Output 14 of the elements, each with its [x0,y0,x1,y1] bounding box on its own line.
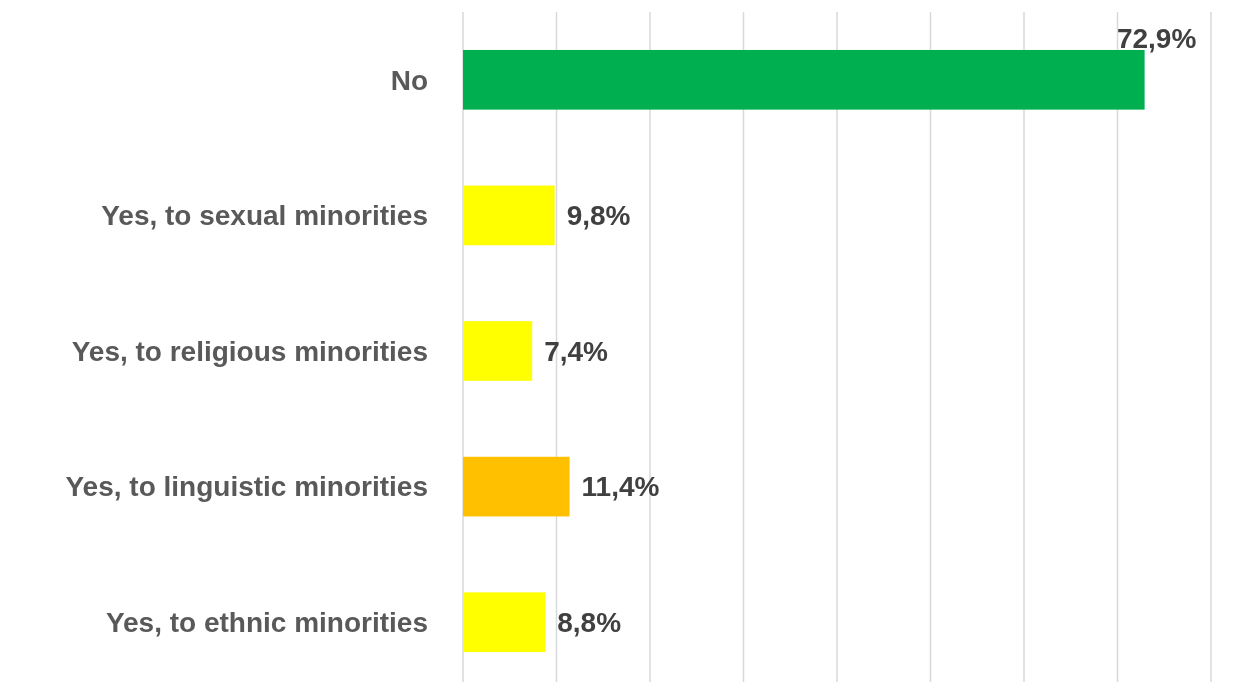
y-tick-label: Yes, to religious minorities [71,335,428,367]
data-label: 7,4% [544,335,609,367]
data-label: 11,4% [581,471,660,503]
y-tick-label: No [390,64,428,96]
y-tick-label: Yes, to sexual minorities [101,200,428,232]
data-label: 8,8% [557,607,622,638]
y-tick-label: Yes, to linguistic minorities [65,471,428,503]
data-label: 9,8% [566,200,631,232]
bar [463,456,570,517]
data-label: 72,9% [1116,22,1197,54]
y-tick-label: Yes, to ethnic minorities [105,607,428,638]
bar [463,592,546,653]
bar [463,321,533,381]
bar [463,185,555,246]
